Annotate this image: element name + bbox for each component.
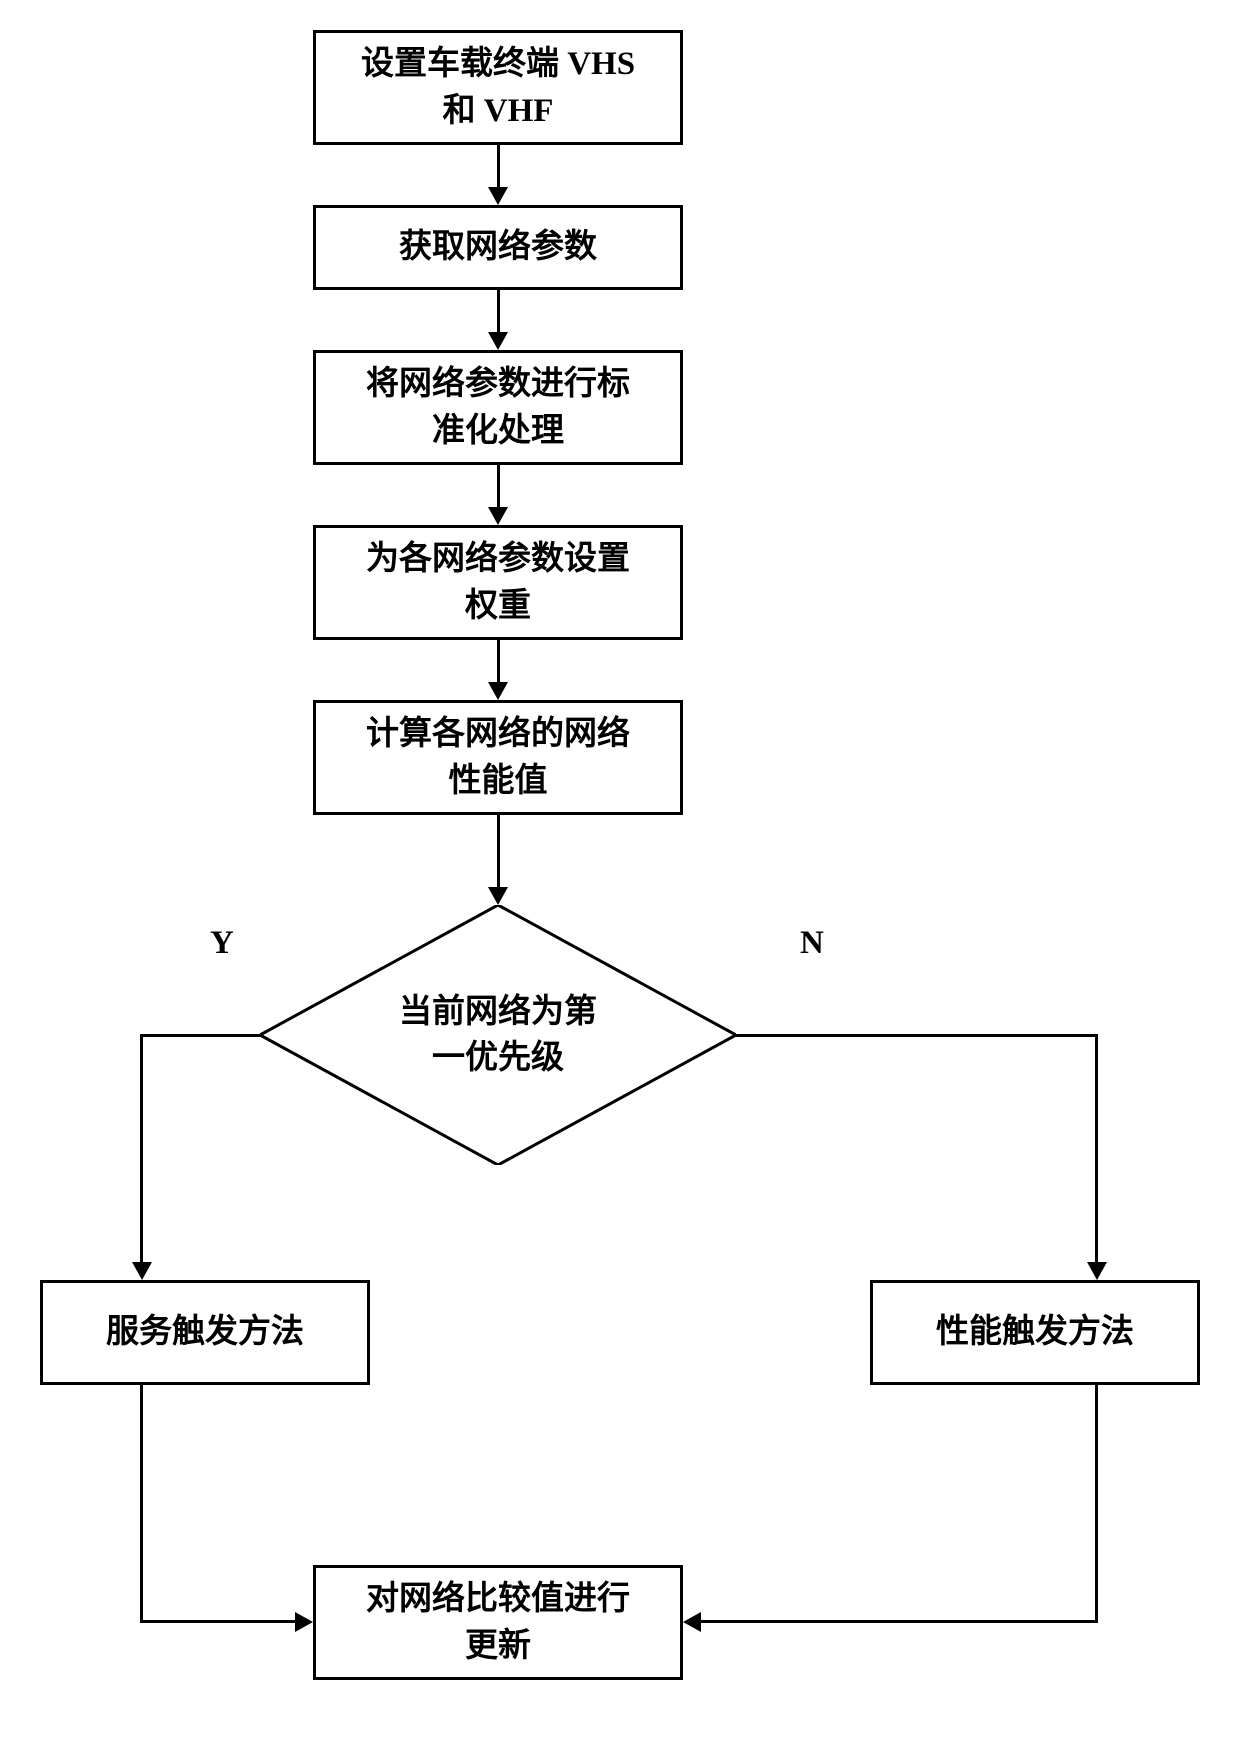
edge bbox=[140, 1034, 260, 1037]
node-set-vhs-vhf: 设置车载终端 VHS和 VHF bbox=[313, 30, 683, 145]
edge bbox=[140, 1385, 143, 1622]
edge bbox=[140, 1034, 143, 1263]
node-set-weights: 为各网络参数设置权重 bbox=[313, 525, 683, 640]
arrowhead-icon bbox=[683, 1612, 701, 1632]
node-text: 获取网络参数 bbox=[399, 224, 597, 270]
node-text: 服务触发方法 bbox=[106, 1309, 304, 1355]
arrowhead-icon bbox=[488, 332, 508, 350]
arrowhead-icon bbox=[295, 1612, 313, 1632]
edge bbox=[1095, 1034, 1098, 1263]
arrowhead-icon bbox=[132, 1262, 152, 1280]
arrowhead-icon bbox=[488, 887, 508, 905]
node-text: 性能触发方法 bbox=[936, 1309, 1134, 1355]
edge bbox=[497, 640, 500, 682]
node-text: 设置车载终端 VHS和 VHF bbox=[361, 41, 635, 133]
node-update-compare: 对网络比较值进行更新 bbox=[313, 1565, 683, 1680]
decision-first-priority: 当前网络为第一优先级 bbox=[260, 905, 736, 1165]
edge bbox=[701, 1620, 1098, 1623]
label-no: N bbox=[800, 925, 824, 962]
arrowhead-icon bbox=[488, 682, 508, 700]
arrowhead-icon bbox=[1087, 1262, 1107, 1280]
edge bbox=[140, 1620, 295, 1623]
node-perf-trigger: 性能触发方法 bbox=[870, 1280, 1200, 1385]
edge bbox=[1095, 1385, 1098, 1622]
edge bbox=[497, 815, 500, 887]
node-text: 为各网络参数设置权重 bbox=[366, 536, 630, 628]
node-text: 对网络比较值进行更新 bbox=[366, 1576, 630, 1668]
edge bbox=[497, 145, 500, 187]
node-get-params: 获取网络参数 bbox=[313, 205, 683, 290]
node-text: 当前网络为第一优先级 bbox=[399, 989, 597, 1081]
arrowhead-icon bbox=[488, 507, 508, 525]
arrowhead-icon bbox=[488, 187, 508, 205]
node-text: 计算各网络的网络性能值 bbox=[366, 711, 630, 803]
edge bbox=[497, 290, 500, 332]
edge bbox=[497, 465, 500, 507]
node-calc-perf: 计算各网络的网络性能值 bbox=[313, 700, 683, 815]
label-yes: Y bbox=[210, 925, 234, 962]
edge bbox=[736, 1034, 1098, 1037]
node-text: 将网络参数进行标准化处理 bbox=[366, 361, 630, 453]
node-normalize: 将网络参数进行标准化处理 bbox=[313, 350, 683, 465]
node-service-trigger: 服务触发方法 bbox=[40, 1280, 370, 1385]
